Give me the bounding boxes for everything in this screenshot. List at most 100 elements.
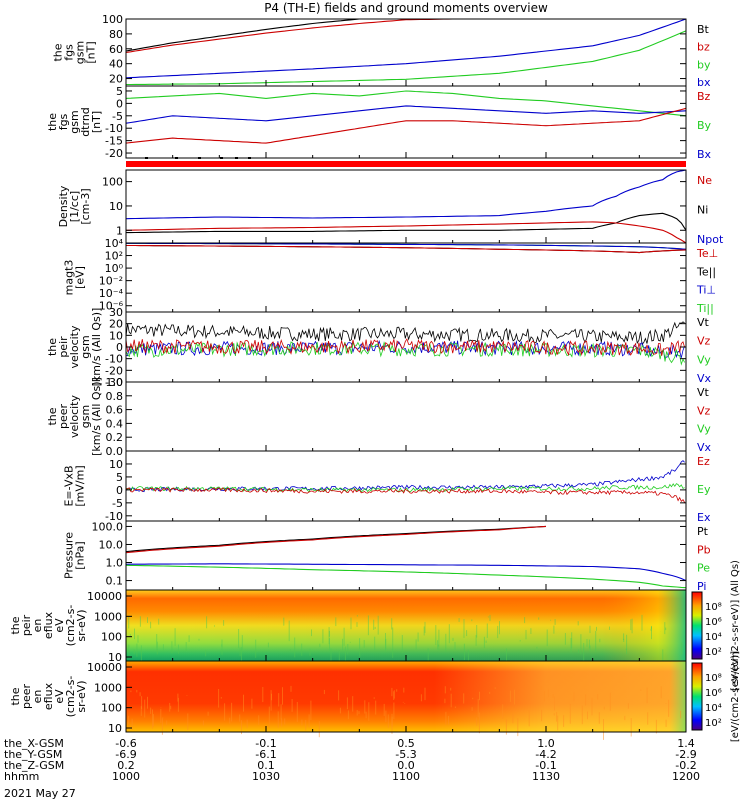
series-line-Ez xyxy=(125,487,685,503)
spectrogram-streak xyxy=(152,709,153,729)
ylabel: peir xyxy=(57,336,70,358)
spectrogram-streak xyxy=(452,637,454,641)
ephemeris-row-label: the_Z-GSM xyxy=(4,759,64,772)
ytick-label: 10 xyxy=(108,651,122,664)
spectrogram-streak xyxy=(156,641,158,655)
spectrogram-streak xyxy=(356,622,358,627)
ytick-label: -30 xyxy=(105,376,123,389)
spectrogram-streak xyxy=(170,705,172,710)
spectrogram-streak xyxy=(328,627,330,645)
ytick-label: 0.0 xyxy=(106,445,124,458)
spectrogram-streak xyxy=(641,614,643,631)
spectrogram-streak xyxy=(536,646,538,649)
spectrogram-streak xyxy=(486,623,488,638)
series-line-Npot xyxy=(125,169,687,220)
ytick-label: -15 xyxy=(105,135,123,148)
spectrogram-streak xyxy=(528,710,530,727)
spectrogram-streak xyxy=(587,711,588,720)
ylabel: Pressure xyxy=(63,532,76,579)
spectrogram-streak xyxy=(437,640,439,650)
chart-title: P4 (TH-E) fields and ground moments over… xyxy=(264,1,548,15)
spectrogram-streak xyxy=(347,644,349,655)
mode-marker xyxy=(220,157,223,159)
spectrogram-streak xyxy=(583,643,585,664)
spectrogram-streak xyxy=(392,647,394,658)
series-line-Ne xyxy=(125,221,687,244)
xtick-label: 0.1 xyxy=(257,759,275,772)
spectrogram-streak xyxy=(435,625,437,645)
ytick-label: 1000 xyxy=(94,610,122,623)
xtick-label: -0.1 xyxy=(535,759,556,772)
spectrogram-streak xyxy=(609,626,610,630)
spectrogram-streak xyxy=(177,693,179,702)
spectrogram-streak xyxy=(589,645,591,652)
spectrogram-streak xyxy=(160,708,162,723)
spectrogram-streak xyxy=(651,625,652,640)
spectrogram-streak xyxy=(136,689,138,693)
spectrogram-streak xyxy=(444,686,446,694)
spectrogram-streak xyxy=(591,697,593,716)
spectrogram-streak xyxy=(665,719,667,727)
spectrogram-streak xyxy=(130,690,132,693)
spectrogram-streak xyxy=(329,638,330,652)
spectrogram-streak xyxy=(596,626,597,631)
panel-peir_en_eflux: 10000 1000 100 10 10⁸ 10⁶ 10⁴ 10² [eV/(cm2-s-sr-… xyxy=(9,560,741,691)
xtick-label: 1130 xyxy=(532,770,560,783)
ylabel: gsm xyxy=(74,41,87,64)
ytick-label: 30 xyxy=(109,306,123,319)
spectrogram-streak xyxy=(631,618,633,634)
ylabel: gsm xyxy=(79,405,92,428)
spectrogram-streak xyxy=(308,714,310,728)
ylabel: [1/cc] xyxy=(68,191,81,222)
spectrogram-streak xyxy=(177,697,179,712)
spectrogram-streak xyxy=(450,687,452,691)
spectrogram-streak xyxy=(330,648,332,668)
spectrogram-streak xyxy=(207,711,209,716)
spectrogram-streak xyxy=(187,713,189,730)
spectrogram-streak xyxy=(255,639,257,658)
series-line-Bz xyxy=(125,107,687,144)
spectrogram-streak xyxy=(239,647,241,657)
ylabel: peer xyxy=(20,684,33,710)
spectrogram-streak xyxy=(166,720,168,725)
spectrogram-streak xyxy=(385,710,387,723)
spectrogram-streak xyxy=(477,698,479,717)
spectrogram-streak xyxy=(557,715,559,731)
ylabel: eflux xyxy=(42,682,55,710)
spectrogram-streak xyxy=(454,642,456,650)
spectrogram-streak xyxy=(358,711,360,715)
spectrogram-streak xyxy=(479,691,480,701)
ylabel: Density xyxy=(57,185,70,227)
xtick-label: -6.1 xyxy=(255,748,276,761)
spectrogram-streak xyxy=(268,706,270,728)
spectrogram-streak xyxy=(198,638,200,641)
legend-entry: Ti⊥ xyxy=(696,284,716,297)
spectrogram-streak xyxy=(487,616,489,618)
ylabel: the xyxy=(9,687,22,705)
xtick-label: -0.1 xyxy=(255,737,276,750)
spectrogram-streak xyxy=(437,644,439,647)
ylabel: fgs xyxy=(57,113,70,130)
spectrogram-streak xyxy=(660,686,662,699)
spectrogram-streak xyxy=(556,712,558,722)
spectrogram-streak xyxy=(128,715,130,725)
spectrogram-streak xyxy=(161,718,163,735)
legend-entry: By xyxy=(697,119,712,132)
ylabel: [nPa] xyxy=(74,541,87,569)
spectrogram-streak xyxy=(281,718,283,727)
spectrogram-streak xyxy=(402,701,404,703)
spectrogram-streak xyxy=(680,710,682,719)
spectrogram-overlay xyxy=(126,661,686,732)
ytick-label: -10 xyxy=(105,510,123,523)
spectrogram-streak xyxy=(494,687,496,689)
ytick-label: 5 xyxy=(116,471,123,484)
spectrogram-streak xyxy=(277,711,279,728)
spectrogram-streak xyxy=(580,634,582,655)
ylabel: gsm xyxy=(79,335,92,358)
spectrogram-streak xyxy=(220,697,222,699)
legend-entry: Vy xyxy=(697,353,711,366)
spectrogram-streak xyxy=(344,646,346,664)
spectrogram-streak xyxy=(541,709,543,722)
spectrogram-streak xyxy=(512,713,514,724)
spectrogram-streak xyxy=(497,625,499,639)
